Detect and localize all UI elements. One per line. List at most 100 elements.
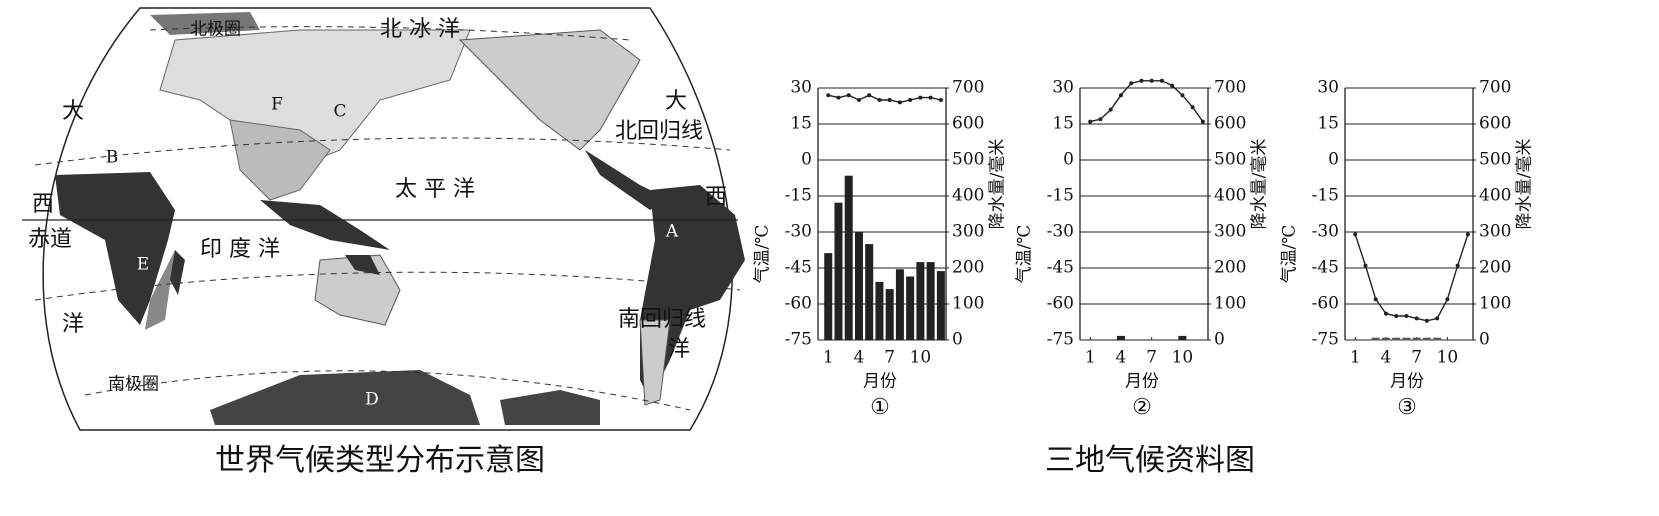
world-map: 北极圈 北 冰 洋 大 西 洋 赤道 太 平 洋 印 度 洋 北回归线 南回归线… xyxy=(22,7,745,478)
x-tick-label: 1 xyxy=(1085,348,1096,368)
temperature-point xyxy=(1445,297,1450,302)
y-tick-label: -45 xyxy=(1047,258,1074,278)
y-tick-label: -30 xyxy=(785,222,812,242)
y2-tick-label: 0 xyxy=(952,330,963,350)
temperature-point xyxy=(1394,314,1399,318)
temperature-point xyxy=(867,93,872,98)
y2-tick-label: 500 xyxy=(1214,150,1246,170)
bar xyxy=(926,262,935,341)
temperature-point xyxy=(826,93,831,98)
temperature-point xyxy=(1353,232,1358,237)
y-tick-label: -75 xyxy=(785,330,812,350)
bar xyxy=(854,231,863,341)
temperature-point xyxy=(1414,316,1419,321)
temperature-point xyxy=(938,98,943,102)
temperature-point xyxy=(1465,232,1470,237)
y-tick-label: 15 xyxy=(1317,114,1339,134)
x-tick-label: 1 xyxy=(823,348,834,368)
x-tick-label: 4 xyxy=(1381,348,1392,368)
y2-tick-label: 300 xyxy=(1214,222,1246,242)
y2-tick-label: 300 xyxy=(952,222,984,242)
y2-axis-label: 降水量/毫米 xyxy=(988,139,1008,230)
map-label: 西 xyxy=(32,192,54,217)
temperature-point xyxy=(1190,105,1195,110)
x-tick-label: 1 xyxy=(1350,348,1361,368)
temperature-point xyxy=(1435,316,1440,321)
bar xyxy=(875,281,884,341)
y2-tick-label: 500 xyxy=(952,150,984,170)
temperature-point xyxy=(908,98,913,102)
bar xyxy=(1402,337,1411,341)
map-label: 印 度 洋 xyxy=(200,237,280,262)
temperature-point xyxy=(1170,83,1175,88)
temperature-point xyxy=(1404,314,1409,318)
map-letter: B xyxy=(106,148,119,168)
y-tick-label: -30 xyxy=(1047,222,1074,242)
y-axis-label: 气温/℃ xyxy=(1280,225,1300,284)
map-label: 太 平 洋 xyxy=(395,177,475,202)
y-tick-label: -15 xyxy=(785,186,812,206)
x-tick-label: 10 xyxy=(1437,348,1459,368)
temperature-point xyxy=(1149,78,1154,83)
temperature-point xyxy=(1424,318,1429,323)
temperature-line xyxy=(1354,234,1469,322)
climate-chart: 30150-15-30-45-60-7570060050040030020010… xyxy=(1015,78,1270,421)
temperature-line xyxy=(1090,80,1204,123)
map-letter: A xyxy=(665,222,679,242)
y-tick-label: -75 xyxy=(1047,330,1074,350)
map-label: 南极圈 xyxy=(108,375,159,395)
temperature-point xyxy=(918,95,923,100)
bar xyxy=(1412,337,1421,341)
temperature-point xyxy=(1455,263,1460,268)
x-tick-label: 7 xyxy=(1146,348,1157,368)
map-label: 洋 xyxy=(62,312,84,337)
temperature-point xyxy=(1383,311,1388,316)
map-label: 北极圈 xyxy=(190,20,241,40)
y-tick-label: -15 xyxy=(1312,186,1339,206)
map-label: 赤道 xyxy=(28,227,72,252)
bar xyxy=(936,271,945,341)
x-tick-label: 4 xyxy=(1116,348,1127,368)
temperature-point xyxy=(1118,93,1123,98)
map-label: 南回归线 xyxy=(618,307,706,332)
map-label: 北回归线 xyxy=(615,119,703,144)
bar xyxy=(1116,335,1125,341)
temperature-point xyxy=(887,98,892,102)
temperature-point xyxy=(897,100,902,105)
y-tick-label: -60 xyxy=(1312,294,1339,314)
y2-tick-label: 100 xyxy=(952,294,984,314)
y2-tick-label: 600 xyxy=(1214,114,1246,134)
y-tick-label: -45 xyxy=(1312,258,1339,278)
x-tick-label: 4 xyxy=(854,348,865,368)
y-tick-label: 15 xyxy=(1052,114,1074,134)
bar xyxy=(1381,337,1390,341)
map-letter: C xyxy=(333,102,346,122)
y-tick-label: 30 xyxy=(1317,78,1339,98)
y-tick-label: -15 xyxy=(1047,186,1074,206)
y-tick-label: -60 xyxy=(1047,294,1074,314)
bar xyxy=(1422,337,1431,341)
x-axis-label: 月份 xyxy=(1390,372,1424,392)
y2-tick-label: 200 xyxy=(1214,258,1246,278)
y2-tick-label: 200 xyxy=(952,258,984,278)
temperature-point xyxy=(856,98,861,102)
y-tick-label: 0 xyxy=(1328,150,1339,170)
y2-tick-label: 600 xyxy=(1479,114,1511,134)
temperature-point xyxy=(877,98,882,102)
map-letter: E xyxy=(137,255,149,275)
temperature-point xyxy=(1200,119,1205,124)
y-tick-label: -60 xyxy=(785,294,812,314)
chart-label: ③ xyxy=(1397,395,1417,420)
y2-tick-label: 400 xyxy=(952,186,984,206)
y-tick-label: 15 xyxy=(790,114,812,134)
map-label: 大 xyxy=(62,99,84,124)
y2-axis-label: 降水量/毫米 xyxy=(1250,139,1270,230)
bar xyxy=(895,269,904,341)
temperature-point xyxy=(1108,107,1113,112)
temperature-point xyxy=(1159,78,1164,83)
bar xyxy=(824,253,833,341)
map-label: 大 xyxy=(665,89,687,114)
y-tick-label: 30 xyxy=(1052,78,1074,98)
map-label: 洋 xyxy=(668,337,690,362)
